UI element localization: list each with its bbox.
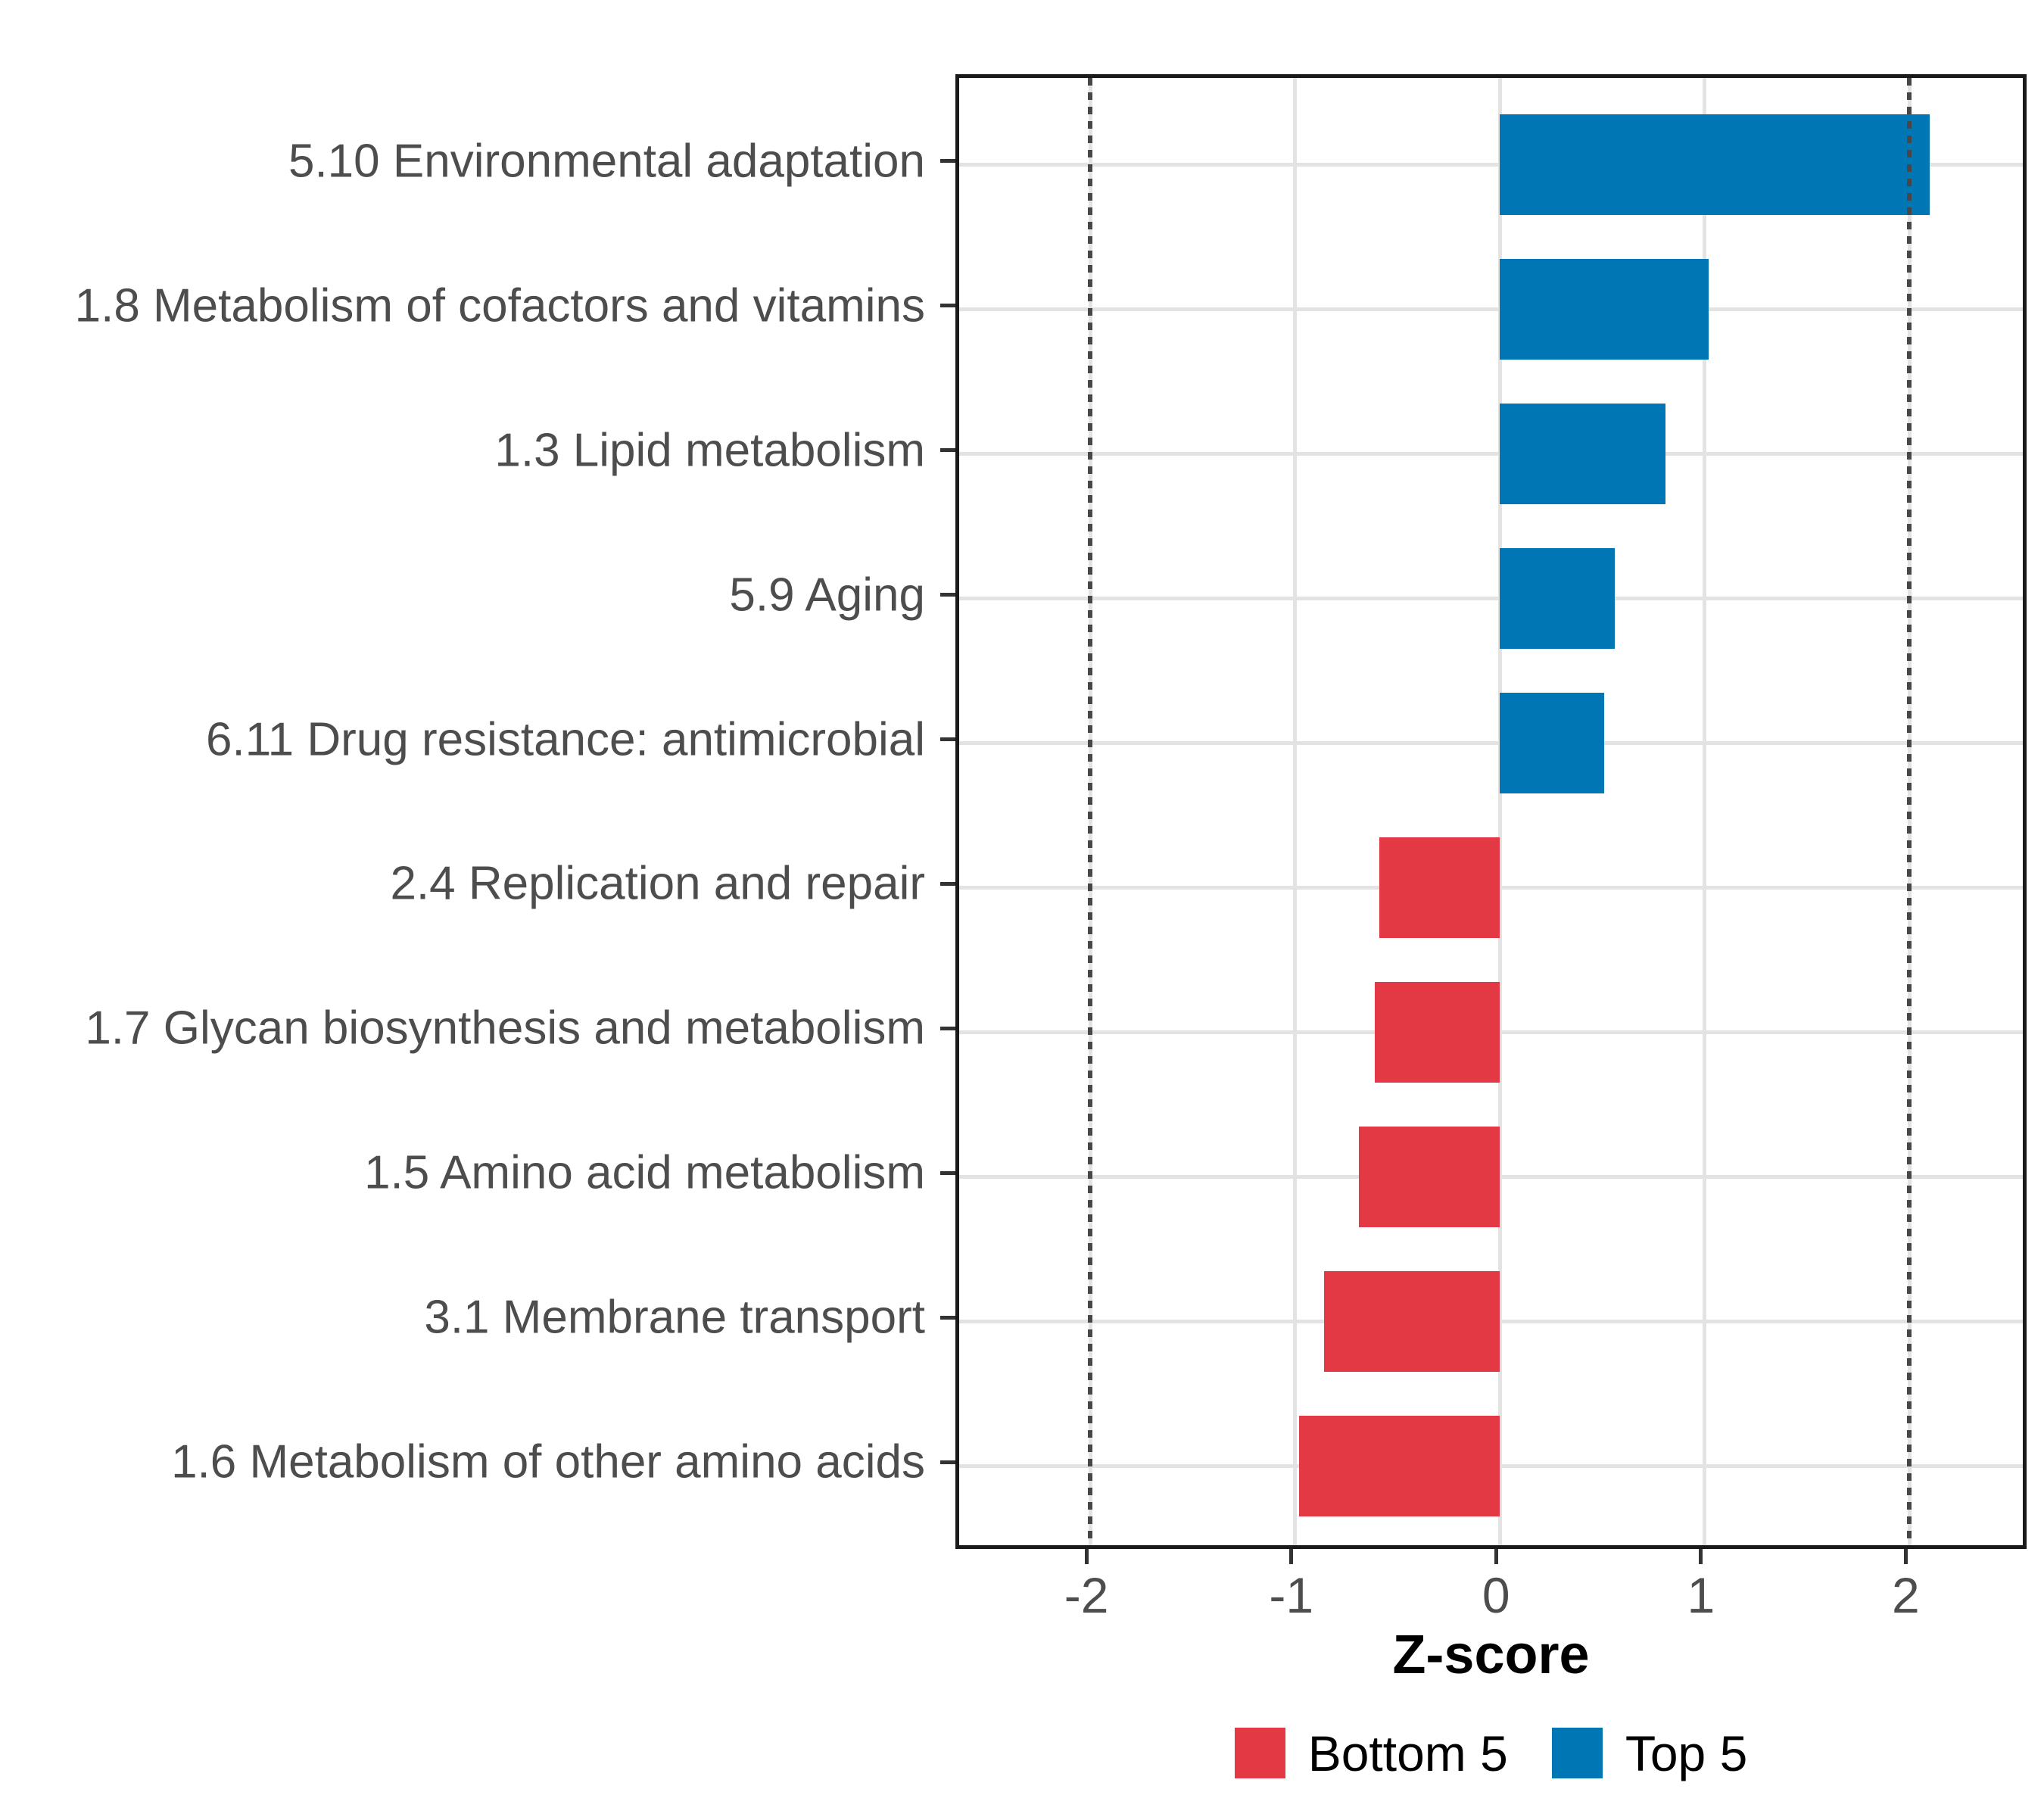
x-tick-label: 0 xyxy=(1482,1567,1510,1623)
y-axis-label: 1.3 Lipid metabolism xyxy=(494,423,925,476)
gridline-horizontal xyxy=(959,741,2023,745)
y-axis-label: 3.1 Membrane transport xyxy=(424,1291,925,1344)
plot-area xyxy=(955,74,2027,1549)
x-tick-label: 1 xyxy=(1687,1567,1715,1623)
y-tick-mark xyxy=(940,737,955,741)
y-tick-mark xyxy=(940,1170,955,1175)
legend-entry-top5: Top 5 xyxy=(1551,1725,1748,1781)
x-tick-label: -2 xyxy=(1064,1567,1109,1623)
y-axis-label: 5.9 Aging xyxy=(729,568,925,621)
y-axis-label: 1.8 Metabolism of cofactors and vitamins xyxy=(74,279,925,332)
bar-6-11-drug-resistance-antimicrobial xyxy=(1500,692,1605,794)
gridline-horizontal xyxy=(959,307,2023,312)
gridline-vertical xyxy=(1293,78,1298,1545)
bar-5-9-aging xyxy=(1500,547,1615,650)
y-axis-label: 1.6 Metabolism of other amino acids xyxy=(171,1435,925,1488)
gridline-horizontal xyxy=(959,452,2023,457)
x-tick-mark xyxy=(1289,1549,1294,1564)
legend-label-bottom5: Bottom 5 xyxy=(1307,1725,1508,1781)
x-tick-label: 2 xyxy=(1892,1567,1920,1623)
legend-swatch-bottom5 xyxy=(1234,1728,1285,1778)
x-tick-mark xyxy=(1699,1549,1703,1564)
x-tick-label: -1 xyxy=(1269,1567,1314,1623)
x-tick-mark xyxy=(1494,1549,1498,1564)
legend-label-top5: Top 5 xyxy=(1625,1725,1748,1781)
legend-swatch-top5 xyxy=(1551,1728,1603,1778)
y-tick-mark xyxy=(940,1026,955,1030)
y-tick-mark xyxy=(940,881,955,886)
reference-line xyxy=(1088,78,1093,1545)
y-axis-label: 1.7 Glycan biosynthesis and metabolism xyxy=(85,1002,925,1055)
y-axis-label: 5.10 Environmental adaptation xyxy=(288,134,925,187)
bar-1-6-metabolism-of-other-amino-acids xyxy=(1299,1415,1500,1517)
y-tick-mark xyxy=(940,1460,955,1464)
bar-1-7-glycan-biosynthesis-and-metabolism xyxy=(1375,981,1500,1083)
gridline-vertical xyxy=(1497,78,1502,1545)
gridline-horizontal xyxy=(959,597,2023,601)
reference-line xyxy=(1907,78,1912,1545)
y-axis-label: 2.4 Replication and repair xyxy=(390,857,925,910)
bar-5-10-environmental-adaptation xyxy=(1500,114,1930,216)
y-axis-label: 6.11 Drug resistance: antimicrobial xyxy=(206,712,925,765)
y-tick-mark xyxy=(940,448,955,453)
bar-1-5-amino-acid-metabolism xyxy=(1358,1126,1500,1228)
bar-2-4-replication-and-repair xyxy=(1379,837,1500,939)
x-axis-title: Z-score xyxy=(1392,1625,1590,1685)
x-tick-mark xyxy=(1084,1549,1089,1564)
x-tick-mark xyxy=(1903,1549,1908,1564)
gridline-vertical xyxy=(1703,78,1707,1545)
y-axis-label: 1.5 Amino acid metabolism xyxy=(364,1146,925,1199)
bar-3-1-membrane-transport xyxy=(1323,1270,1500,1373)
gridline-horizontal xyxy=(959,163,2023,167)
y-tick-mark xyxy=(940,593,955,597)
legend-entry-bottom5: Bottom 5 xyxy=(1234,1725,1508,1781)
y-tick-mark xyxy=(940,159,955,164)
y-tick-mark xyxy=(940,1315,955,1320)
legend: Bottom 5 Top 5 xyxy=(955,1728,2027,1778)
bar-1-3-lipid-metabolism xyxy=(1500,403,1666,505)
bar-1-8-metabolism-of-cofactors-and-vitamins xyxy=(1500,258,1709,360)
y-tick-mark xyxy=(940,304,955,308)
